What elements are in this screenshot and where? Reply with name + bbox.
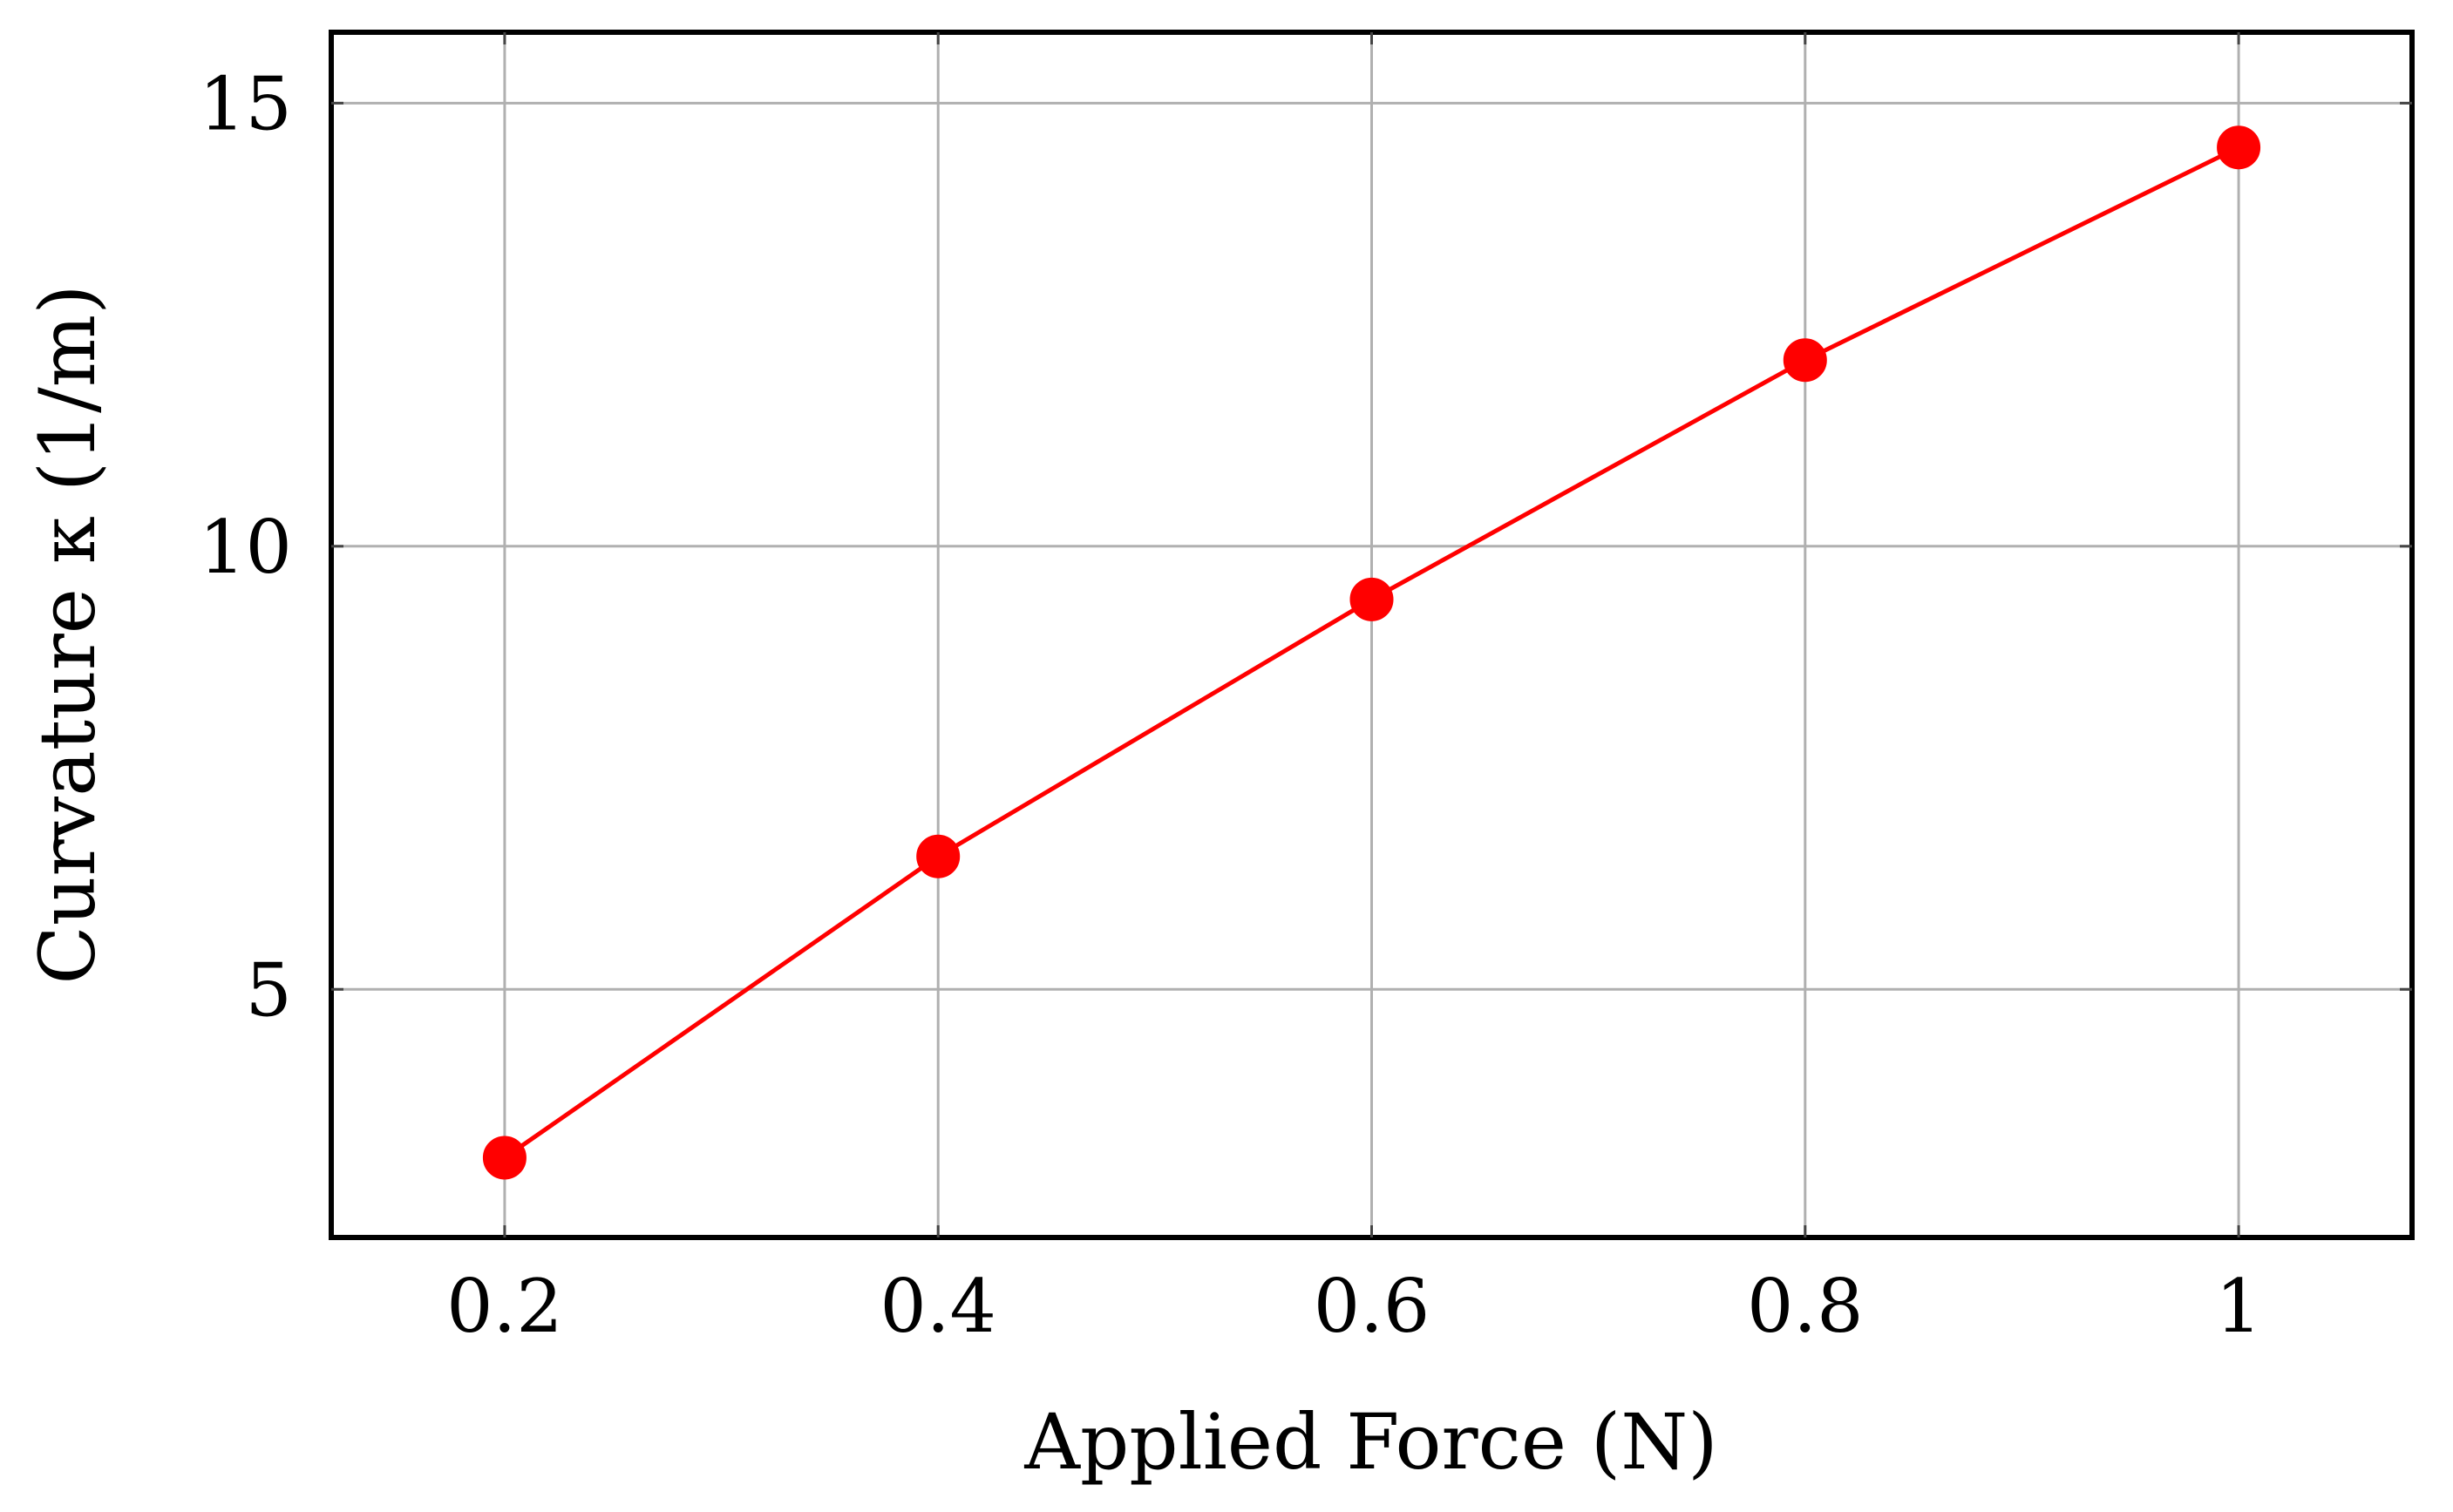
series-layer xyxy=(482,125,2261,1180)
x-tick-label: 0.8 xyxy=(1747,1264,1864,1349)
x-tick-label: 0.4 xyxy=(880,1264,996,1349)
x-tick-label: 1 xyxy=(2215,1264,2261,1349)
data-point xyxy=(2217,125,2261,170)
data-point xyxy=(1783,338,1827,383)
data-point xyxy=(916,834,961,878)
y-axis-label: Curvature κ (1/m) xyxy=(23,284,112,984)
grid-layer xyxy=(331,32,2412,1237)
x-tick-label: 0.2 xyxy=(446,1264,563,1349)
y-tick-label: 15 xyxy=(199,61,292,146)
x-tick-label: 0.6 xyxy=(1314,1264,1430,1349)
data-point xyxy=(482,1136,527,1180)
x-axis-label: Applied Force (N) xyxy=(1023,1397,1717,1487)
y-tick-label: 5 xyxy=(246,947,292,1033)
data-point xyxy=(1349,577,1394,621)
y-tick-label: 10 xyxy=(199,505,292,590)
